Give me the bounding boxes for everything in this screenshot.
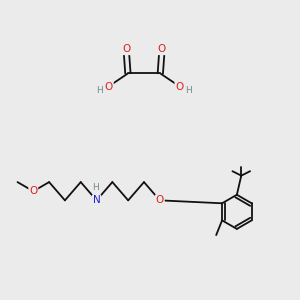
Text: H: H: [92, 183, 98, 192]
Text: H: H: [96, 86, 103, 95]
Text: O: O: [175, 82, 184, 92]
Text: O: O: [122, 44, 130, 54]
Text: H: H: [185, 86, 192, 95]
Text: O: O: [105, 82, 113, 92]
Text: O: O: [158, 44, 166, 54]
Text: O: O: [29, 186, 38, 196]
Text: O: O: [156, 195, 164, 205]
Text: N: N: [93, 195, 101, 205]
